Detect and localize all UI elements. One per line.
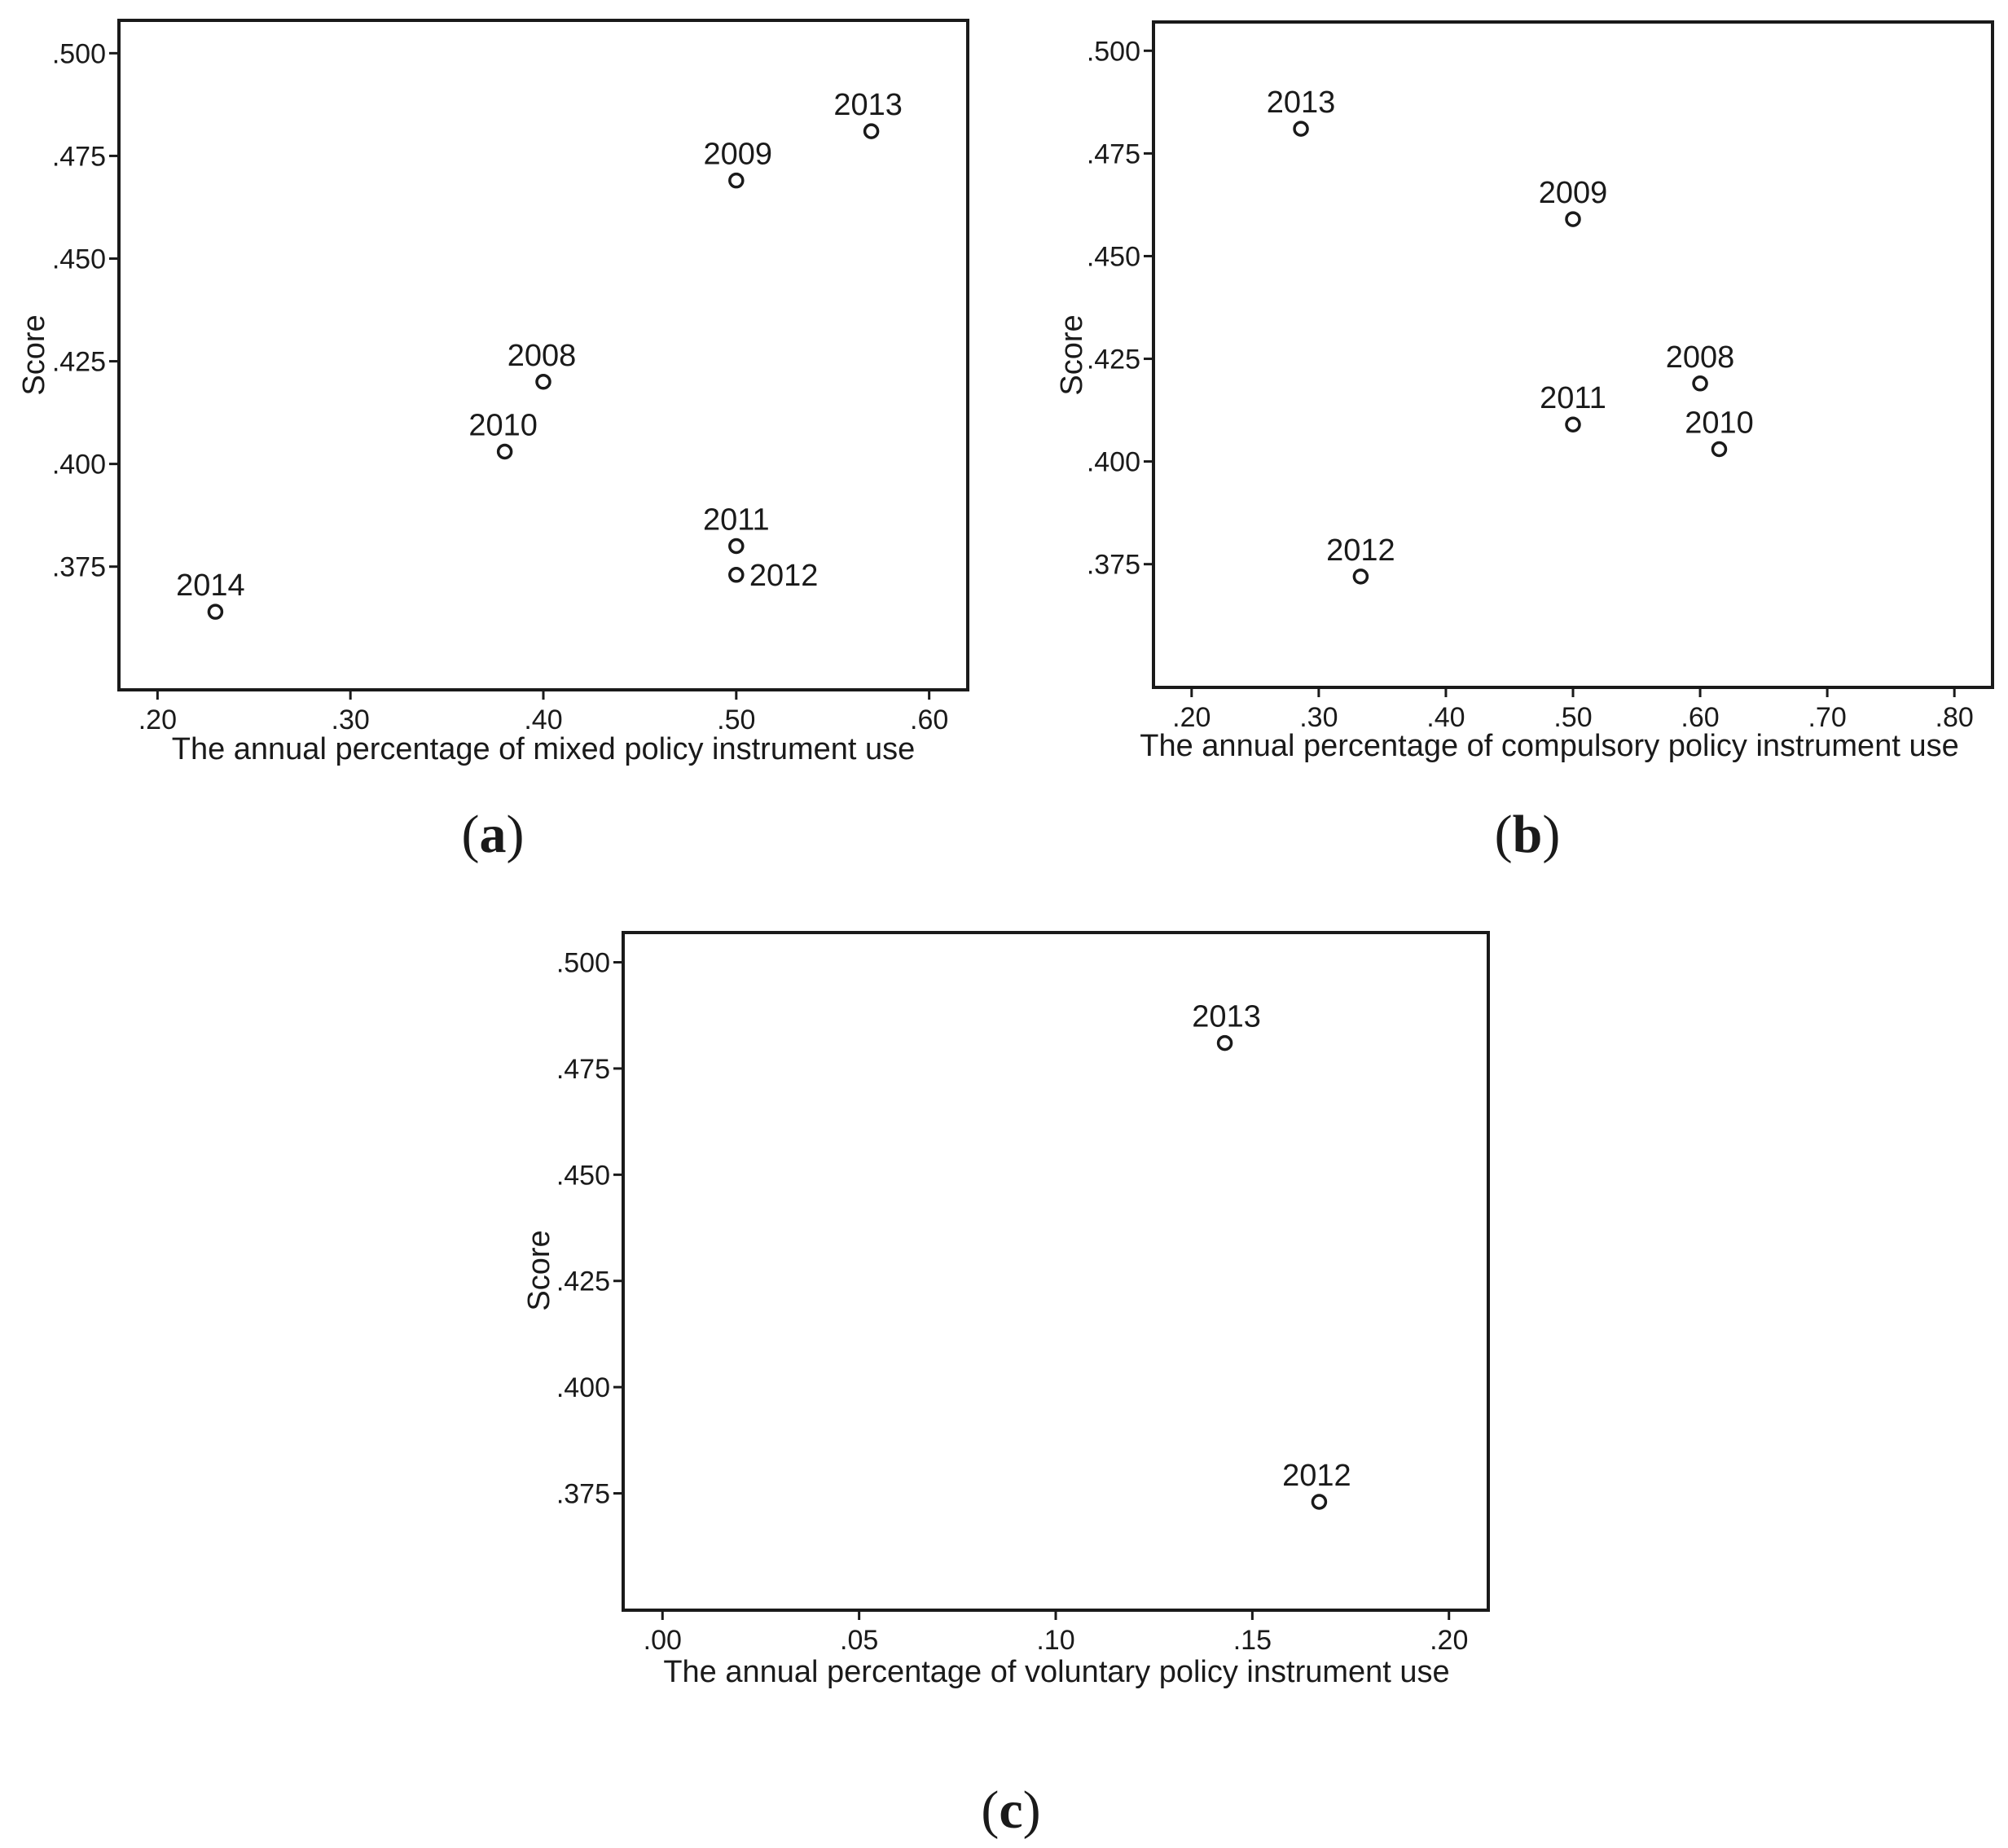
panel-a-point-label: 2013 xyxy=(833,88,903,122)
panel-c-y-tick-label: .450 xyxy=(556,1160,610,1191)
panel-a-y-axis-label: Score xyxy=(17,314,51,395)
panel-b-y-tick-label: .500 xyxy=(1087,36,1140,67)
panel-c-point-marker xyxy=(1216,1034,1233,1051)
panel-a-caption: (a) xyxy=(462,805,525,864)
panel-b-y-tick-label: .375 xyxy=(1087,550,1140,581)
panel-c-y-tick-label: .400 xyxy=(556,1372,610,1403)
panel-a-points: 2008 2009 2010 2011 2012 2013 2014 xyxy=(176,88,903,620)
panel-a-letter: a xyxy=(480,805,507,864)
panel-c-y-axis-label: Score xyxy=(522,1230,556,1310)
panel-a-x-tick-label: .20 xyxy=(138,705,177,735)
panel-c-y-tick-label: .425 xyxy=(556,1266,610,1297)
panel-a-point-marker xyxy=(207,604,224,620)
panel-a-y-tick-label: .375 xyxy=(52,552,106,583)
panel-a-x-tick-label: .30 xyxy=(332,705,370,735)
panel-c-x-axis-label: The annual percentage of voluntary polic… xyxy=(663,1655,1449,1689)
panel-c-x-tick-label: .10 xyxy=(1036,1625,1074,1656)
panel-b-y-tick-label: .400 xyxy=(1087,447,1140,478)
panel-c-letter: c xyxy=(999,1780,1022,1840)
panel-c-y-tick-label: .375 xyxy=(556,1479,610,1510)
panel-b-x-tick-label: .20 xyxy=(1172,702,1211,733)
panel-b-y-tick-label: .425 xyxy=(1087,345,1140,375)
panel-b-point-marker xyxy=(1565,416,1581,432)
panel-a-point-marker xyxy=(728,172,745,189)
panel-b-point-marker xyxy=(1692,375,1708,392)
panel-b-point-marker xyxy=(1293,121,1309,137)
panel-b-x-tick-label: .50 xyxy=(1553,702,1592,733)
panel-b-point-label: 2013 xyxy=(1267,86,1336,120)
panel-b-caption: (b) xyxy=(1495,805,1561,864)
panel-b-point-marker xyxy=(1352,568,1369,585)
panel-c-point-label: 2012 xyxy=(1282,1459,1351,1493)
panel-a-point-marker xyxy=(535,374,551,390)
panel-c-point-marker xyxy=(1311,1494,1328,1510)
panel-a-point-label: 2008 xyxy=(507,339,577,373)
panel-b-letter: b xyxy=(1513,805,1543,864)
panel-c-points: 2012 2013 xyxy=(1192,1000,1351,1510)
panel-c-y-tick-label: .475 xyxy=(556,1054,610,1085)
panel-c: .00.05.10.15.20.375.400.425.450.475.500 … xyxy=(522,931,1490,1840)
panel-b-y-axis-label: Score xyxy=(1055,314,1089,395)
panel-b-x-axis-label: The annual percentage of compulsory poli… xyxy=(1140,729,1958,763)
panel-b-point-marker xyxy=(1565,211,1581,227)
panel-b-y-tick-label: .450 xyxy=(1087,241,1140,272)
panel-a: .20.30.40.50.60.375.400.425.450.475.500 … xyxy=(17,19,969,864)
panel-b-ticks: .20 .30 .40 .50 .60 .70 .80 .375 .400 .425 .450 .47… xyxy=(1087,36,1974,733)
panel-a-point-label: 2014 xyxy=(176,568,245,603)
panel-a-y-tick-label: .450 xyxy=(52,244,106,274)
panel-c-x-tick-label: .15 xyxy=(1233,1625,1272,1656)
panel-a-point-label: 2011 xyxy=(703,503,770,537)
panel-a-point-label: 2010 xyxy=(468,409,538,443)
panel-b-point-label: 2010 xyxy=(1685,406,1754,440)
panel-a-y-tick-label: .500 xyxy=(52,38,106,69)
panel-c-ticks: .00 .05 .10 .15 .20 .375 .400 .425 .450 .475 .500 xyxy=(556,948,1469,1656)
panel-a-y-tick-label: .425 xyxy=(52,347,106,378)
panel-b-x-tick-label: .40 xyxy=(1426,702,1465,733)
panel-c-x-tick-label: .20 xyxy=(1430,1625,1468,1656)
panel-a-point-marker xyxy=(496,443,513,460)
panel-c-point-label: 2013 xyxy=(1192,1000,1261,1034)
panel-a-x-tick-label: .50 xyxy=(717,705,755,735)
panel-b-point-label: 2011 xyxy=(1540,381,1606,415)
panel-c-y-tick-label: .500 xyxy=(556,948,610,979)
panel-a-ticks: .20 .30 .40 .50 .60 .375 .400 .425 .450 .475 .500 xyxy=(52,38,948,735)
panel-b-x-tick-label: .70 xyxy=(1808,702,1846,733)
panel-a-point-marker xyxy=(728,567,745,583)
panel-a-x-axis-label: The annual percentage of mixed policy in… xyxy=(172,732,916,766)
panel-b-y-tick-label: .475 xyxy=(1087,138,1140,169)
panel-a-point-marker xyxy=(863,123,880,139)
panel-b-x-tick-label: .80 xyxy=(1936,702,1974,733)
panel-b-point-marker xyxy=(1711,441,1728,458)
panel-b-x-tick-label: .30 xyxy=(1299,702,1338,733)
panel-a-point-label: 2012 xyxy=(749,559,819,593)
panel-b-x-tick-label: .60 xyxy=(1681,702,1719,733)
panel-b-point-label: 2008 xyxy=(1666,340,1735,375)
panel-c-plot-frame xyxy=(622,931,1490,1612)
panel-a-y-tick-label: .400 xyxy=(52,450,106,481)
panel-a-point-label: 2009 xyxy=(704,138,773,172)
panel-c-caption: (c) xyxy=(981,1780,1040,1840)
panel-b-point-label: 2009 xyxy=(1539,176,1608,210)
panel-c-x-tick-label: .05 xyxy=(840,1625,878,1656)
panel-b-plot-frame xyxy=(1152,20,1994,689)
panel-a-x-tick-label: .60 xyxy=(910,705,948,735)
panel-a-x-tick-label: .40 xyxy=(524,705,562,735)
panel-c-x-tick-label: .00 xyxy=(644,1625,682,1656)
panel-a-point-marker xyxy=(728,538,745,555)
panel-a-y-tick-label: .475 xyxy=(52,141,106,172)
panel-b-points: 2008 2009 2010 2011 2012 2013 xyxy=(1267,86,1754,585)
panel-b: .20 .30 .40 .50 .60 .70 .80 .375 .400 .425 .450 .47… xyxy=(1055,20,1994,864)
panel-b-point-label: 2012 xyxy=(1326,533,1395,568)
panel-a-plot-frame xyxy=(117,19,969,691)
